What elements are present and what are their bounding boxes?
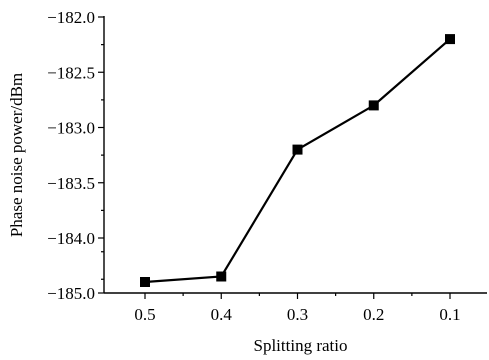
y-tick-label: −182.5 bbox=[47, 63, 95, 82]
y-axis-title: Phase noise power/dBm bbox=[7, 73, 26, 237]
x-tick-label: 0.5 bbox=[134, 305, 155, 324]
data-point-marker bbox=[292, 144, 303, 155]
series-line bbox=[144, 38, 451, 284]
ticks: −185.0 −184.0 −183.5 −183.0 −182.5 −182.0 0.5 0… bbox=[47, 8, 460, 324]
x-axis-title: Splitting ratio bbox=[254, 336, 348, 355]
x-tick-label: 0.4 bbox=[211, 305, 233, 324]
x-tick-label: 0.1 bbox=[439, 305, 460, 324]
data-point-marker bbox=[216, 271, 227, 282]
y-tick-label: −182.0 bbox=[47, 8, 95, 27]
data-point-marker bbox=[445, 34, 455, 45]
data-point-marker bbox=[140, 277, 150, 287]
y-tick-label: −183.0 bbox=[47, 119, 95, 138]
y-tick-label: −184.0 bbox=[47, 229, 95, 248]
y-tick-label: −185.0 bbox=[47, 284, 95, 303]
series bbox=[140, 34, 455, 287]
x-tick-label: 0.3 bbox=[287, 305, 308, 324]
y-tick-label: −183.5 bbox=[47, 174, 95, 193]
x-tick-label: 0.2 bbox=[363, 305, 384, 324]
axes bbox=[103, 16, 487, 294]
data-point-marker bbox=[368, 100, 379, 111]
